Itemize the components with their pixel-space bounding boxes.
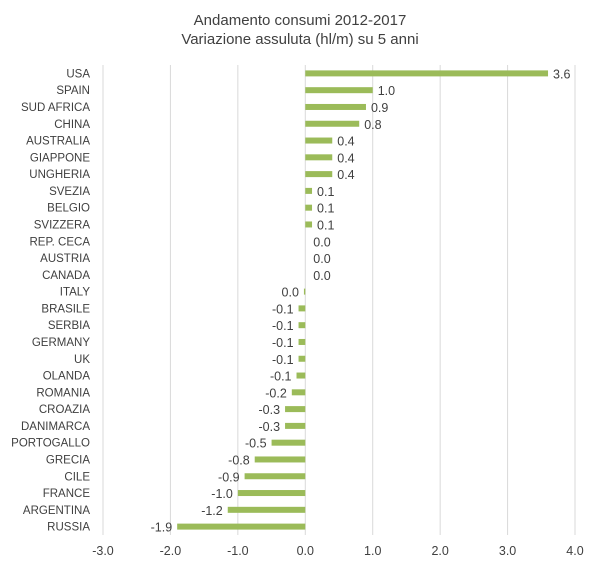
category-label: DANIMARCA bbox=[21, 421, 90, 433]
bar bbox=[291, 389, 306, 396]
bar bbox=[237, 490, 306, 497]
category-label: UNGHERIA bbox=[29, 169, 90, 181]
category-label: AUSTRALIA bbox=[26, 136, 90, 148]
category-label: GRECIA bbox=[46, 454, 90, 466]
category-label: RUSSIA bbox=[47, 522, 90, 534]
bar bbox=[298, 305, 306, 312]
category-label: CHINA bbox=[54, 119, 90, 131]
data-label: 3.6 bbox=[553, 67, 570, 81]
chart-title: Andamento consumi 2012-2017 bbox=[194, 12, 407, 29]
bar bbox=[305, 87, 373, 94]
bar bbox=[244, 473, 306, 480]
data-label: 0.9 bbox=[371, 101, 388, 115]
x-tick-label: 1.0 bbox=[364, 544, 381, 558]
category-label: AUSTRIA bbox=[40, 253, 90, 265]
data-label: -0.1 bbox=[270, 370, 292, 384]
bar bbox=[298, 322, 306, 329]
bar bbox=[285, 406, 306, 413]
data-label: 0.0 bbox=[313, 235, 330, 249]
category-label: BELGIO bbox=[47, 203, 90, 215]
bar bbox=[254, 456, 306, 463]
category-label: SERBIA bbox=[48, 320, 91, 332]
category-label: OLANDA bbox=[43, 371, 91, 383]
data-label: -1.2 bbox=[201, 504, 223, 518]
data-label: -0.1 bbox=[272, 336, 294, 350]
bar bbox=[305, 187, 313, 194]
category-label: REP. CECA bbox=[29, 236, 90, 248]
bar bbox=[305, 137, 333, 144]
bars bbox=[177, 70, 549, 530]
data-label: 0.1 bbox=[317, 185, 334, 199]
data-label: -1.0 bbox=[211, 487, 233, 501]
data-label: -0.2 bbox=[265, 386, 287, 400]
data-label: -0.1 bbox=[272, 319, 294, 333]
data-label: -0.1 bbox=[272, 302, 294, 316]
data-label: 0.4 bbox=[337, 168, 354, 182]
data-label: 0.4 bbox=[337, 151, 354, 165]
data-label: 0.0 bbox=[282, 286, 299, 300]
category-label: ITALY bbox=[60, 287, 91, 299]
category-labels: USA SPAIN SUD AFRICA CHINA AUSTRALIA GIAPPONE… bbox=[11, 68, 90, 533]
category-label: USA bbox=[66, 68, 90, 80]
category-label: PORTOGALLO bbox=[11, 438, 90, 450]
category-label: CROAZIA bbox=[39, 404, 90, 416]
x-axis-tick-labels: -3.0 -2.0 -1.0 0.0 1.0 2.0 3.0 4.0 bbox=[92, 544, 584, 558]
bar bbox=[227, 506, 306, 513]
category-label: BRASILE bbox=[41, 303, 90, 315]
x-tick-label: -2.0 bbox=[160, 544, 182, 558]
category-label: SUD AFRICA bbox=[21, 102, 90, 114]
data-label: -1.9 bbox=[151, 521, 173, 535]
bar bbox=[296, 372, 306, 379]
x-tick-label: 0.0 bbox=[297, 544, 314, 558]
category-label: SPAIN bbox=[56, 85, 90, 97]
category-label: CILE bbox=[64, 471, 90, 483]
x-tick-label: 4.0 bbox=[566, 544, 583, 558]
data-label: -0.1 bbox=[272, 353, 294, 367]
category-label: ROMANIA bbox=[36, 387, 90, 399]
bar bbox=[305, 204, 313, 211]
data-label: 0.8 bbox=[364, 118, 381, 132]
x-tick-label: -1.0 bbox=[227, 544, 249, 558]
bar bbox=[177, 523, 306, 530]
category-label: SVIZZERA bbox=[34, 219, 91, 231]
bar bbox=[303, 288, 306, 295]
x-tick-label: -3.0 bbox=[92, 544, 114, 558]
bar bbox=[305, 154, 333, 161]
data-label: -0.9 bbox=[218, 470, 240, 484]
category-label: SVEZIA bbox=[49, 186, 90, 198]
bar bbox=[298, 355, 306, 362]
data-label: -0.3 bbox=[259, 420, 281, 434]
bar bbox=[298, 338, 306, 345]
category-label: GERMANY bbox=[32, 337, 90, 349]
bar bbox=[305, 70, 549, 77]
category-label: CANADA bbox=[42, 270, 90, 282]
data-label: 0.0 bbox=[313, 252, 330, 266]
bar bbox=[285, 422, 306, 429]
data-label: 0.0 bbox=[313, 269, 330, 283]
data-label: 0.4 bbox=[337, 135, 354, 149]
bar bbox=[305, 221, 313, 228]
x-tick-label: 3.0 bbox=[499, 544, 516, 558]
category-label: GIAPPONE bbox=[30, 152, 90, 164]
data-labels: 3.61.00.90.80.40.40.40.10.10.10.00.00.00… bbox=[151, 67, 571, 534]
bar bbox=[305, 103, 366, 110]
bar bbox=[305, 120, 360, 127]
data-label: 1.0 bbox=[378, 84, 395, 98]
category-label: UK bbox=[74, 354, 90, 366]
bar bbox=[305, 171, 333, 178]
chart-subtitle: Variazione assuluta (hl/m) su 5 anni bbox=[181, 31, 418, 48]
data-label: -0.3 bbox=[259, 403, 281, 417]
category-label: FRANCE bbox=[43, 488, 91, 500]
category-label: ARGENTINA bbox=[23, 505, 90, 517]
bar bbox=[271, 439, 306, 446]
data-label: 0.1 bbox=[317, 218, 334, 232]
x-tick-label: 2.0 bbox=[431, 544, 448, 558]
data-label: -0.8 bbox=[228, 453, 250, 467]
data-label: 0.1 bbox=[317, 202, 334, 216]
data-label: -0.5 bbox=[245, 437, 267, 451]
